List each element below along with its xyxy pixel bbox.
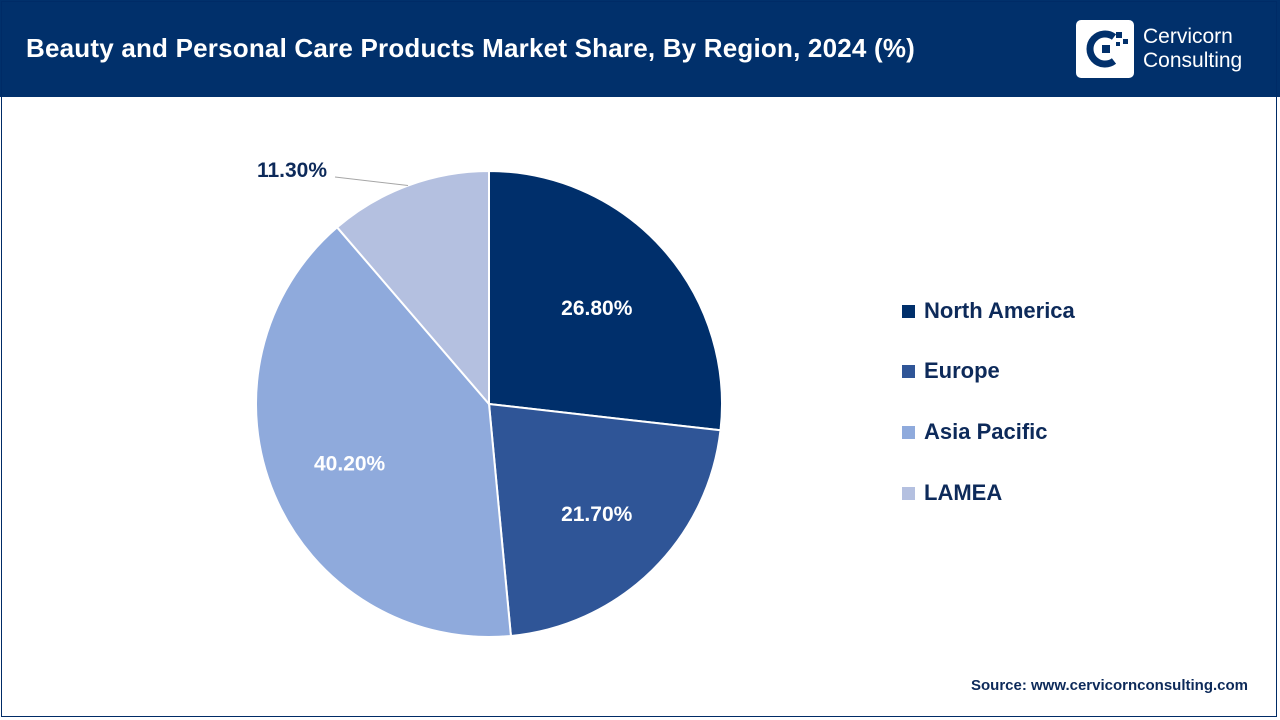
slice-label-asia-pacific: 40.20% <box>314 452 386 475</box>
pie-slice-europe <box>487 402 722 638</box>
legend-label: Europe <box>924 358 1000 383</box>
logo-line1: Cervicorn <box>1143 25 1233 48</box>
legend-label: LAMEA <box>924 480 1003 505</box>
slice-label-north-america: 26.80% <box>561 297 633 320</box>
legend-swatch <box>902 365 915 378</box>
logo-line2: Consulting <box>1143 49 1243 72</box>
pie-slice-north-america <box>488 169 723 432</box>
pie-slices <box>255 169 723 638</box>
logo-text: Cervicorn Consulting <box>1143 25 1242 73</box>
company-logo: Cervicorn Consulting <box>1076 20 1266 78</box>
leader-line <box>334 176 409 187</box>
pie-slice-asia-pacific <box>255 225 513 638</box>
legend-swatch <box>902 305 915 318</box>
slice-label-lamea: 11.30% <box>257 159 327 182</box>
header-bar: Beauty and Personal Care Products Market… <box>0 0 1280 97</box>
pie-chart: 26.80% 21.70% 40.20% 11.30% <box>255 159 723 638</box>
legend-swatch <box>902 487 915 500</box>
slice-label-europe: 21.70% <box>561 503 633 526</box>
legend-swatch <box>902 426 915 439</box>
pie-labels: 26.80% 21.70% 40.20% 11.30% <box>257 159 633 526</box>
logo-mark-icon <box>1076 20 1134 78</box>
source-note: Source: www.cervicornconsulting.com <box>970 677 1248 694</box>
chart-title: Beauty and Personal Care Products Market… <box>26 33 916 63</box>
legend-label: Asia Pacific <box>924 419 1048 444</box>
pie-slice-lamea <box>335 169 490 407</box>
legend-label: North America <box>924 298 1075 323</box>
